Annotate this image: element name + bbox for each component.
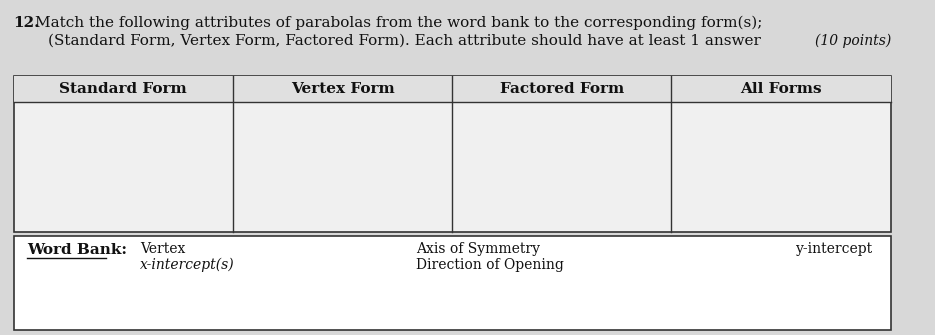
- Text: y-intercept: y-intercept: [797, 242, 873, 256]
- Bar: [453, 76, 671, 102]
- Bar: [671, 76, 891, 102]
- Bar: [13, 236, 891, 330]
- Text: Axis of Symmetry: Axis of Symmetry: [416, 242, 539, 256]
- Text: Factored Form: Factored Form: [499, 82, 624, 96]
- Text: (Standard Form, Vertex Form, Factored Form). Each attribute should have at least: (Standard Form, Vertex Form, Factored Fo…: [49, 34, 761, 48]
- Text: Word Bank:: Word Bank:: [27, 243, 127, 257]
- Text: Vertex Form: Vertex Form: [291, 82, 395, 96]
- Text: 12.: 12.: [13, 16, 40, 30]
- Text: All Forms: All Forms: [741, 82, 822, 96]
- Text: (10 points): (10 points): [814, 34, 891, 48]
- Bar: [233, 76, 453, 102]
- Text: Vertex: Vertex: [140, 242, 186, 256]
- Bar: [13, 76, 233, 102]
- Text: Match the following attributes of parabolas from the word bank to the correspond: Match the following attributes of parabo…: [35, 16, 762, 30]
- Text: Standard Form: Standard Form: [59, 82, 187, 96]
- Text: Direction of Opening: Direction of Opening: [416, 258, 564, 272]
- Bar: [13, 76, 891, 232]
- Text: x-intercept(s): x-intercept(s): [140, 258, 235, 272]
